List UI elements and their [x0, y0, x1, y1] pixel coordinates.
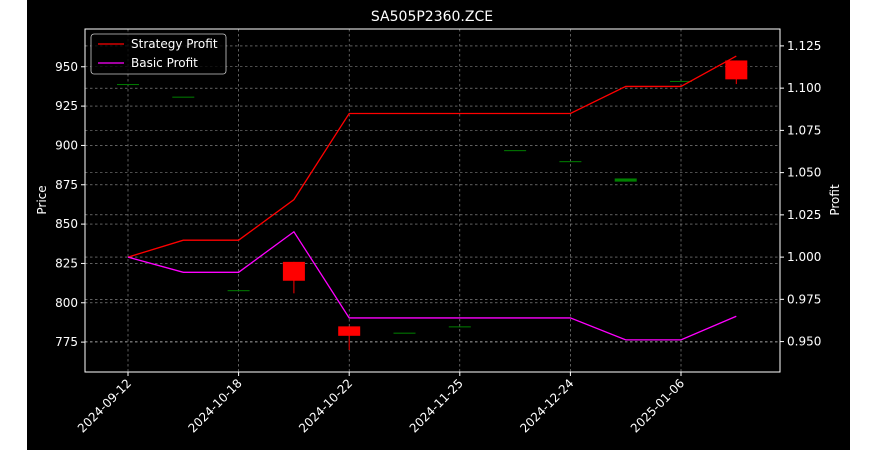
candle-body [448, 326, 471, 328]
legend-label: Strategy Profit [131, 37, 218, 51]
candle-body [227, 290, 250, 292]
candle-body [559, 161, 582, 163]
profit-lines [127, 55, 737, 341]
price-tick-label: 925 [55, 99, 78, 113]
legend-label: Basic Profit [131, 56, 198, 70]
price-tick-label: 850 [55, 217, 78, 231]
profit-tick-label: 1.100 [787, 81, 821, 95]
y-axis-label-price: Price [35, 185, 49, 214]
price-tick-label: 875 [55, 178, 78, 192]
candle-body [504, 150, 527, 152]
candles [117, 60, 748, 350]
price-tick-label: 825 [55, 256, 78, 270]
plot-frame [84, 28, 781, 373]
figure-background [27, 0, 850, 450]
strategy-profit-line [127, 55, 737, 258]
profit-tick-label: 1.050 [787, 166, 821, 180]
price-tick-label: 800 [55, 296, 78, 310]
candle-body [117, 84, 139, 86]
profit-tick-label: 0.950 [787, 335, 821, 349]
legend: Strategy Profit Basic Profit [90, 33, 227, 75]
price-tick-label: 775 [55, 335, 78, 349]
chart-title: SA505P2360.ZCE [371, 9, 493, 25]
profit-tick-label: 1.125 [787, 39, 821, 53]
legend-box [90, 33, 227, 75]
candle-body [282, 261, 305, 281]
y-axis-label-profit: Profit [828, 184, 842, 216]
basic-profit-line [127, 230, 737, 341]
profit-tick-label: 1.000 [787, 250, 821, 264]
price-tick-label: 900 [55, 138, 78, 152]
profit-tick-label: 1.025 [787, 208, 821, 222]
price-tick-label: 950 [55, 60, 78, 74]
candle-body [614, 178, 637, 182]
candle-body [172, 96, 195, 98]
candle-body [393, 332, 416, 334]
profit-tick-label: 0.975 [787, 292, 821, 306]
candle-body [338, 326, 361, 336]
profit-tick-label: 1.075 [787, 123, 821, 137]
candle-body [670, 80, 692, 82]
candle-body [725, 60, 748, 80]
